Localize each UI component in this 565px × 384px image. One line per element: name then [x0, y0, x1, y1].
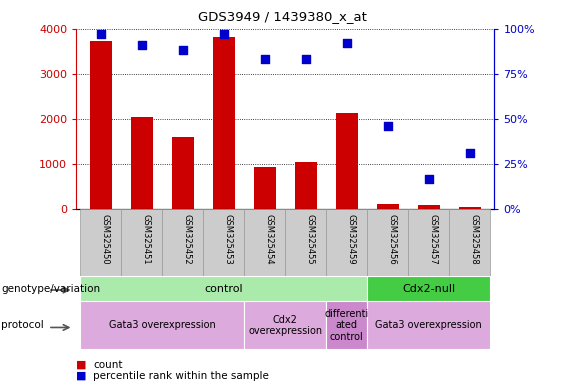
Bar — [244, 209, 285, 276]
Bar — [80, 301, 244, 349]
Point — [137, 42, 146, 48]
Text: percentile rank within the sample: percentile rank within the sample — [93, 371, 269, 381]
Bar — [80, 209, 121, 276]
Text: GSM325451: GSM325451 — [142, 214, 151, 265]
Point — [301, 56, 310, 63]
Bar — [336, 113, 358, 209]
Bar — [121, 209, 162, 276]
Bar — [285, 209, 327, 276]
Bar — [376, 204, 399, 209]
Text: GSM325456: GSM325456 — [388, 214, 397, 265]
Point — [97, 31, 106, 37]
Point — [465, 150, 474, 156]
Point — [219, 31, 228, 37]
Bar — [172, 137, 194, 209]
Text: GSM325459: GSM325459 — [347, 214, 356, 265]
Bar — [367, 301, 490, 349]
Bar — [244, 301, 327, 349]
Point — [179, 47, 188, 53]
Text: ■: ■ — [76, 360, 87, 370]
Text: Gata3 overexpression: Gata3 overexpression — [375, 320, 482, 331]
Point — [342, 40, 351, 46]
Text: Cdx2
overexpression: Cdx2 overexpression — [248, 314, 323, 336]
Text: count: count — [93, 360, 123, 370]
Text: Gata3 overexpression: Gata3 overexpression — [109, 320, 216, 331]
Bar — [131, 117, 153, 209]
Bar — [449, 209, 490, 276]
Text: GSM325458: GSM325458 — [470, 214, 479, 265]
Text: GSM325455: GSM325455 — [306, 214, 315, 265]
Point — [260, 56, 270, 63]
Point — [424, 175, 433, 182]
Bar — [254, 167, 276, 209]
Bar — [327, 209, 367, 276]
Point — [383, 123, 392, 129]
Text: GDS3949 / 1439380_x_at: GDS3949 / 1439380_x_at — [198, 10, 367, 23]
Text: genotype/variation: genotype/variation — [1, 284, 100, 294]
Bar — [212, 37, 235, 209]
Bar — [367, 209, 408, 276]
Text: GSM325457: GSM325457 — [429, 214, 438, 265]
Bar — [203, 209, 244, 276]
Text: GSM325453: GSM325453 — [224, 214, 233, 265]
Text: protocol: protocol — [1, 320, 44, 331]
Bar — [418, 205, 440, 209]
Text: Cdx2-null: Cdx2-null — [402, 284, 455, 294]
Bar — [162, 209, 203, 276]
Text: differenti
ated
control: differenti ated control — [325, 309, 369, 342]
Bar — [408, 209, 449, 276]
Text: GSM325452: GSM325452 — [183, 214, 192, 265]
Text: GSM325450: GSM325450 — [101, 214, 110, 265]
Bar — [90, 41, 112, 209]
Bar — [80, 276, 367, 301]
Text: ■: ■ — [76, 371, 87, 381]
Text: GSM325454: GSM325454 — [265, 214, 274, 265]
Bar — [459, 207, 481, 209]
Bar — [294, 162, 317, 209]
Bar — [327, 301, 367, 349]
Bar — [367, 276, 490, 301]
Text: control: control — [205, 284, 243, 294]
